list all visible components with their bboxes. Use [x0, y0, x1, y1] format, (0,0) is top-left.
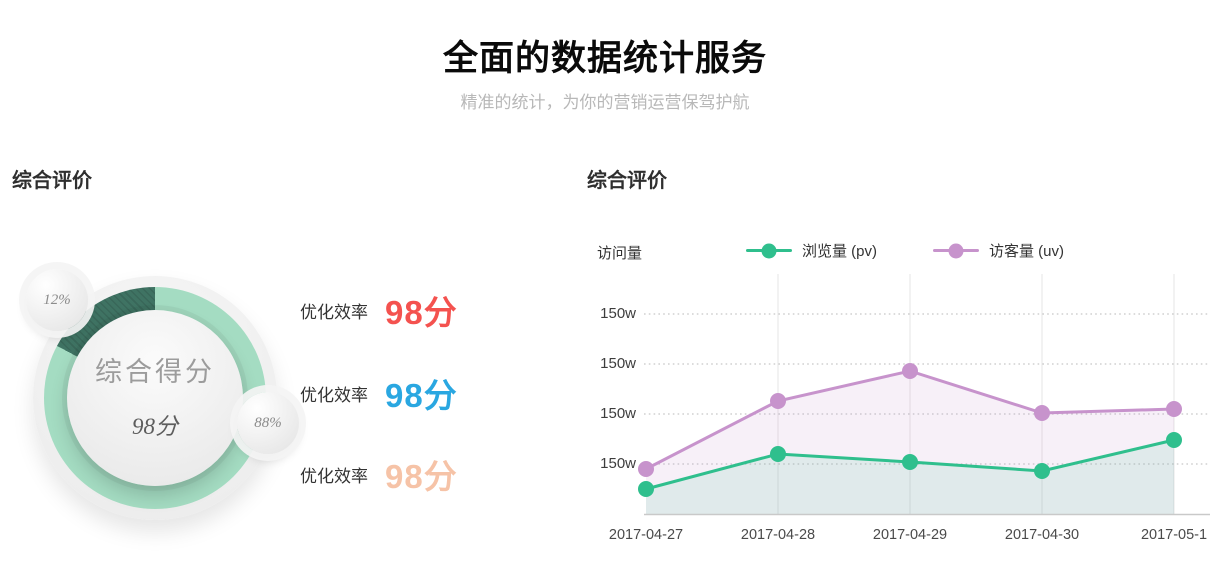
gauge-center: 综合得分 98分 — [67, 310, 243, 486]
metric-value: 98分 — [385, 377, 458, 414]
page-subtitle: 精准的统计，为你的营销运营保驾护航 — [460, 93, 750, 112]
metric-row: 优化效率 98分 — [300, 286, 458, 334]
x-axis-tick: 2017-04-27 — [608, 527, 684, 543]
gauge-badge-large-percent: 88% — [237, 392, 299, 454]
section-title-evaluation-right: 综合评价 — [587, 170, 667, 192]
y-axis-tick: 150w — [600, 305, 636, 322]
legend-item-uv[interactable]: 访客量 (uv) — [933, 240, 1064, 261]
page-title: 全面的数据统计服务 — [442, 39, 767, 78]
legend-dot-icon — [948, 243, 964, 258]
metric-label: 优化效率 — [300, 385, 368, 405]
legend-item-label: 访客量 (uv) — [989, 243, 1065, 260]
metric-row: 优化效率 98分 — [300, 450, 458, 498]
x-axis-tick: 2017-04-30 — [1004, 527, 1080, 543]
metric-value: 98分 — [385, 294, 458, 331]
x-axis-tick: 2017-04-28 — [740, 527, 816, 543]
x-axis-tick: 2017-04-29 — [872, 527, 948, 543]
metric-value: 98分 — [385, 458, 458, 495]
metric-label: 优化效率 — [300, 302, 368, 322]
legend-line-icon — [933, 243, 980, 258]
legend-line-icon — [746, 243, 792, 258]
visits-axis-title: 访问量 — [597, 245, 643, 262]
legend-item-pv[interactable]: 浏览量 (pv) — [746, 240, 877, 261]
gauge-score: 98分 — [132, 413, 178, 439]
score-gauge: 综合得分 98分 12% 88% — [26, 269, 299, 520]
metric-row: 优化效率 98分 — [300, 369, 458, 417]
y-axis-tick: 150w — [600, 455, 636, 472]
chart-legend: 浏览量 (pv) 访客量 (uv) — [746, 240, 1064, 261]
section-title-evaluation-left: 综合评价 — [12, 170, 92, 192]
gauge-center-label: 综合得分 — [95, 356, 215, 387]
metric-label: 优化效率 — [300, 466, 368, 486]
y-axis-tick: 150w — [600, 355, 636, 372]
gauge-badge-small-percent: 12% — [26, 269, 88, 331]
legend-item-label: 浏览量 (pv) — [802, 243, 878, 260]
legend-dot-icon — [761, 243, 777, 258]
line-chart — [638, 274, 1210, 516]
x-axis-tick: 2017-05-1 — [1140, 527, 1208, 543]
y-axis-tick: 150w — [600, 405, 636, 422]
